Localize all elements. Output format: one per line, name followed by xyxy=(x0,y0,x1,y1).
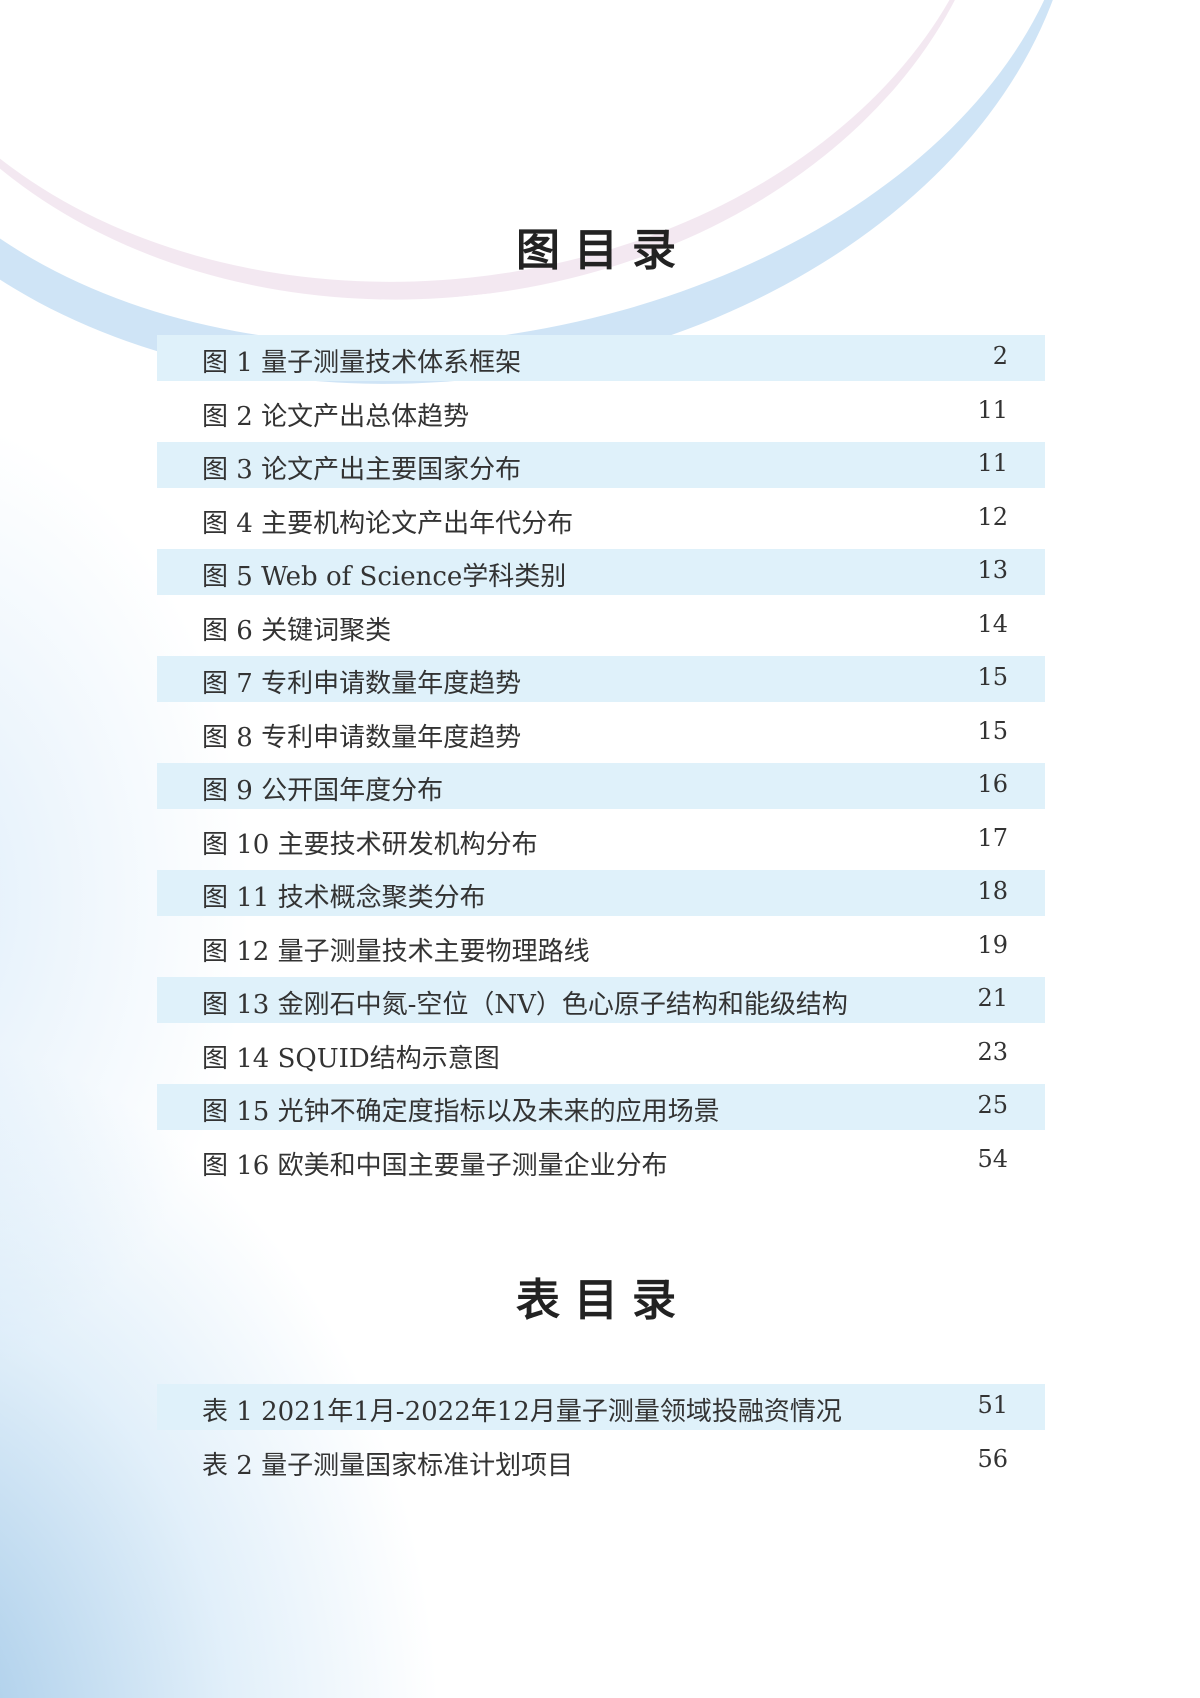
entry-page-number: 56 xyxy=(977,1444,1008,1473)
entry-page-number: 11 xyxy=(977,449,1008,477)
entry-page-number: 12 xyxy=(977,502,1008,531)
entry-label: 图 4 主要机构论文产出年代分布 xyxy=(202,508,574,539)
entry-page-number: 11 xyxy=(977,395,1008,424)
figure-entry[interactable]: 图 4 主要机构论文产出年代分布 12 xyxy=(157,496,1045,542)
figures-title: 图目录 xyxy=(516,225,690,276)
entry-label: 图 14 SQUID结构示意图 xyxy=(202,1043,500,1074)
entry-label: 图 15 光钟不确定度指标以及未来的应用场景 xyxy=(202,1097,720,1127)
entry-label: 图 1 量子测量技术体系框架 xyxy=(202,348,522,378)
entry-page-number: 16 xyxy=(977,770,1008,798)
figure-entry[interactable]: 图 8 专利申请数量年度趋势 15 xyxy=(157,710,1045,756)
entry-label: 图 16 欧美和中国主要量子测量企业分布 xyxy=(202,1150,668,1181)
entry-page-number: 13 xyxy=(977,556,1008,584)
figure-entry[interactable]: 图 12 量子测量技术主要物理路线 19 xyxy=(157,924,1045,970)
table-entry[interactable]: 表 1 2021年1月-2022年12月量子测量领域投融资情况 51 xyxy=(157,1384,1045,1430)
figure-entry[interactable]: 图 11 技术概念聚类分布 18 xyxy=(157,870,1045,916)
figure-entry[interactable]: 图 13 金刚石中氮-空位（NV）色心原子结构和能级结构 21 xyxy=(157,977,1045,1023)
entry-page-number: 18 xyxy=(977,877,1008,905)
figure-entry[interactable]: 图 6 关键词聚类 14 xyxy=(157,603,1045,649)
figure-entry[interactable]: 图 14 SQUID结构示意图 23 xyxy=(157,1031,1045,1077)
figure-entry[interactable]: 图 3 论文产出主要国家分布 11 xyxy=(157,442,1045,488)
figure-entry[interactable]: 图 16 欧美和中国主要量子测量企业分布 54 xyxy=(157,1138,1045,1184)
tables-title: 表目录 xyxy=(516,1275,690,1326)
entry-page-number: 23 xyxy=(977,1037,1008,1066)
entry-label: 图 5 Web of Science学科类别 xyxy=(202,562,567,592)
entry-label: 图 6 关键词聚类 xyxy=(202,615,392,646)
entry-label: 图 11 技术概念聚类分布 xyxy=(202,883,486,913)
figure-entry[interactable]: 图 5 Web of Science学科类别 13 xyxy=(157,549,1045,595)
figure-entry[interactable]: 图 1 量子测量技术体系框架 2 xyxy=(157,335,1045,381)
entry-page-number: 2 xyxy=(992,342,1008,370)
figure-entry[interactable]: 图 10 主要技术研发机构分布 17 xyxy=(157,817,1045,863)
entry-label: 图 7 专利申请数量年度趋势 xyxy=(202,669,522,699)
entry-page-number: 15 xyxy=(977,716,1008,745)
entry-page-number: 54 xyxy=(977,1144,1008,1173)
entry-label: 表 2 量子测量国家标准计划项目 xyxy=(202,1450,574,1481)
entry-label: 图 3 论文产出主要国家分布 xyxy=(202,455,522,485)
figure-entry[interactable]: 图 2 论文产出总体趋势 11 xyxy=(157,389,1045,435)
figure-entry[interactable]: 图 15 光钟不确定度指标以及未来的应用场景 25 xyxy=(157,1084,1045,1130)
entry-label: 图 12 量子测量技术主要物理路线 xyxy=(202,936,590,967)
entry-page-number: 25 xyxy=(977,1091,1008,1119)
table-entry[interactable]: 表 2 量子测量国家标准计划项目 56 xyxy=(157,1438,1045,1484)
figure-entry[interactable]: 图 9 公开国年度分布 16 xyxy=(157,763,1045,809)
entry-label: 图 2 论文产出总体趋势 xyxy=(202,401,470,432)
entry-page-number: 21 xyxy=(977,984,1008,1012)
entry-label: 表 1 2021年1月-2022年12月量子测量领域投融资情况 xyxy=(202,1397,842,1427)
entry-page-number: 17 xyxy=(977,823,1008,852)
entry-page-number: 14 xyxy=(977,609,1008,638)
entry-label: 图 10 主要技术研发机构分布 xyxy=(202,829,538,860)
entry-label: 图 13 金刚石中氮-空位（NV）色心原子结构和能级结构 xyxy=(202,990,848,1020)
entry-page-number: 15 xyxy=(977,663,1008,691)
figure-entry[interactable]: 图 7 专利申请数量年度趋势 15 xyxy=(157,656,1045,702)
entry-page-number: 51 xyxy=(977,1391,1008,1419)
entry-label: 图 8 专利申请数量年度趋势 xyxy=(202,722,522,753)
entry-label: 图 9 公开国年度分布 xyxy=(202,776,444,806)
entry-page-number: 19 xyxy=(977,930,1008,959)
